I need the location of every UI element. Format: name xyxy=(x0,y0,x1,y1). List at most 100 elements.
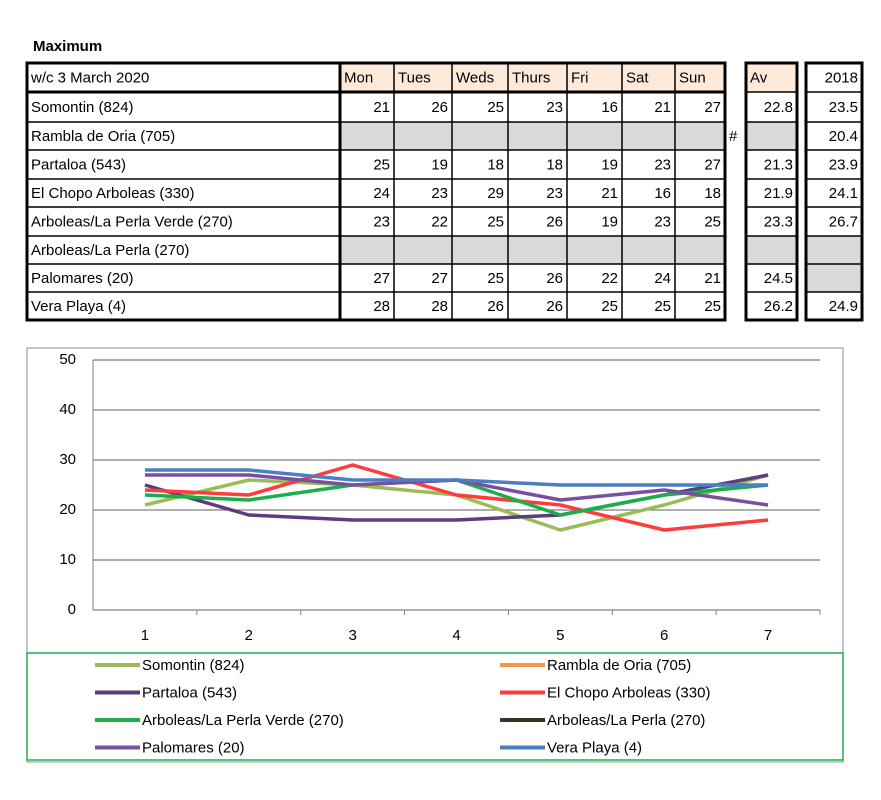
cell-value: 26 xyxy=(546,298,563,315)
column-header: Weds xyxy=(456,69,494,86)
cell-value: 18 xyxy=(487,156,504,173)
cell-value: 18 xyxy=(704,185,721,202)
cell-value: 25 xyxy=(487,99,504,116)
cell-value: 16 xyxy=(601,99,618,116)
cell-value: 27 xyxy=(704,99,721,116)
average-value: 21.9 xyxy=(764,185,793,202)
cell-value: 18 xyxy=(546,156,563,173)
empty-cell xyxy=(452,236,508,264)
cell-value: 26 xyxy=(546,270,563,287)
cell-value: 28 xyxy=(373,298,390,315)
cell-flag: # xyxy=(729,128,738,145)
table-frame xyxy=(25,61,727,322)
column-header: 2018 xyxy=(825,69,858,86)
series-line xyxy=(144,468,769,487)
cell-value: 22 xyxy=(431,213,448,230)
average-value: 26.2 xyxy=(764,298,793,315)
year-value: 23.5 xyxy=(829,99,858,116)
empty-cell xyxy=(675,122,725,150)
column-header: Sun xyxy=(679,69,706,86)
header-cell xyxy=(452,63,508,92)
station-name: Palomares (20) xyxy=(31,270,134,287)
station-name: Rambla de Oria (705) xyxy=(31,128,175,145)
station-name: Vera Playa (4) xyxy=(31,298,126,315)
header-cell xyxy=(567,63,622,92)
column-header: Tues xyxy=(398,69,431,86)
average-value: 21.3 xyxy=(764,156,793,173)
year-value: 20.4 xyxy=(829,128,858,145)
legend-frame xyxy=(26,652,844,761)
header-cell xyxy=(394,63,452,92)
column-header: w/c 3 March 2020 xyxy=(30,69,149,86)
y-tick-label: 40 xyxy=(59,401,76,418)
legend-label: Rambla de Oria (705) xyxy=(547,657,691,674)
x-tick-label: 2 xyxy=(245,627,253,644)
cell-value: 26 xyxy=(487,298,504,315)
empty-cell xyxy=(746,236,797,264)
empty-cell xyxy=(622,122,675,150)
header-cell xyxy=(622,63,675,92)
cell-value: 23 xyxy=(546,185,563,202)
year-value: 26.7 xyxy=(829,213,858,230)
empty-cell xyxy=(452,122,508,150)
cell-value: 25 xyxy=(654,298,671,315)
column-header: Fri xyxy=(571,69,589,86)
cell-value: 24 xyxy=(654,270,671,287)
y-tick-label: 30 xyxy=(59,451,76,468)
cell-value: 27 xyxy=(704,156,721,173)
station-name: Arboleas/La Perla Verde (270) xyxy=(31,213,233,230)
cell-value: 27 xyxy=(373,270,390,287)
column-header: Sat xyxy=(626,69,649,86)
cell-value: 22 xyxy=(601,270,618,287)
x-tick-label: 3 xyxy=(348,627,356,644)
legend-label: Palomares (20) xyxy=(142,739,245,756)
legend-label: Partaloa (543) xyxy=(142,684,237,701)
cell-value: 23 xyxy=(431,185,448,202)
cell-value: 25 xyxy=(704,298,721,315)
year-value: 23.9 xyxy=(829,156,858,173)
empty-cell xyxy=(394,122,452,150)
cell-value: 25 xyxy=(601,298,618,315)
average-value: 24.5 xyxy=(764,270,793,287)
cell-value: 25 xyxy=(487,213,504,230)
empty-cell xyxy=(567,122,622,150)
average-value: 22.8 xyxy=(764,99,793,116)
cell-value: 23 xyxy=(654,213,671,230)
cell-value: 25 xyxy=(373,156,390,173)
cell-value: 19 xyxy=(601,213,618,230)
cell-value: 21 xyxy=(654,99,671,116)
cell-value: 21 xyxy=(704,270,721,287)
empty-cell xyxy=(806,236,862,264)
x-tick-label: 4 xyxy=(452,627,460,644)
header-cell xyxy=(508,63,567,92)
x-tick-label: 5 xyxy=(556,627,564,644)
cell-value: 26 xyxy=(546,213,563,230)
cell-value: 25 xyxy=(487,270,504,287)
table-frame xyxy=(804,61,864,322)
empty-cell xyxy=(340,122,394,150)
column-header: Thurs xyxy=(512,69,550,86)
cell-value: 26 xyxy=(431,99,448,116)
header-cell xyxy=(675,63,725,92)
header-cell xyxy=(746,63,797,92)
cell-value: 27 xyxy=(431,270,448,287)
empty-cell xyxy=(622,236,675,264)
x-tick-label: 6 xyxy=(660,627,668,644)
station-name: Partaloa (543) xyxy=(31,156,126,173)
chart-frame xyxy=(26,347,844,763)
legend-label: Arboleas/La Perla Verde (270) xyxy=(142,712,344,729)
y-tick-label: 0 xyxy=(68,601,76,618)
cell-value: 28 xyxy=(431,298,448,315)
cell-value: 21 xyxy=(373,99,390,116)
header-cell xyxy=(340,63,394,92)
cell-value: 23 xyxy=(654,156,671,173)
column-header: Mon xyxy=(344,69,373,86)
legend-label: El Chopo Arboleas (330) xyxy=(547,684,710,701)
empty-cell xyxy=(675,236,725,264)
y-tick-label: 20 xyxy=(59,501,76,518)
x-tick-label: 1 xyxy=(141,627,149,644)
table-frame xyxy=(744,61,799,322)
year-value: 24.1 xyxy=(829,185,858,202)
